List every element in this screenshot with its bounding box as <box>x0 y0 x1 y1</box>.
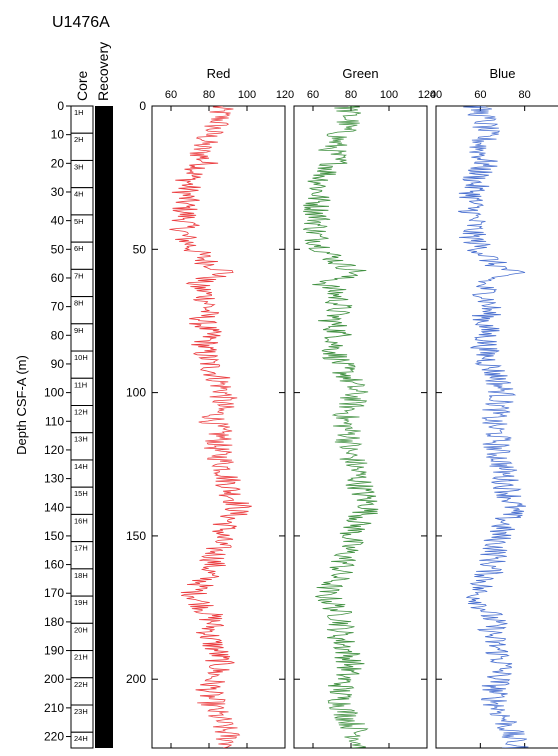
core-box <box>70 731 94 749</box>
core-label: 15H <box>74 489 88 498</box>
track-title: Red <box>207 66 231 81</box>
core-label: 14H <box>74 462 88 471</box>
x-tick-label: 40 <box>430 89 442 101</box>
depth-tick-label: 180 <box>44 615 64 629</box>
core-label: 18H <box>74 571 88 580</box>
x-tick-label: 60 <box>474 89 486 101</box>
y-tick-label: 150 <box>126 529 146 543</box>
x-tick-label: 120 <box>418 89 436 101</box>
depth-tick-label: 110 <box>45 414 64 428</box>
depth-tick-label: 130 <box>44 472 64 486</box>
recovery-column-title: Recovery <box>95 42 111 101</box>
track-red: Red 60 80 100 120 0 50 100 150 200 <box>126 66 294 749</box>
x-tick-label: 60 <box>307 89 319 101</box>
core-label: 6H <box>74 244 84 253</box>
x-tick-label: 60 <box>165 89 177 101</box>
core-label: 19H <box>74 598 88 607</box>
depth-tick-label: 120 <box>44 443 64 457</box>
core-label: 11H <box>74 380 87 389</box>
x-tick-label: 120 <box>276 89 294 101</box>
y-tick-label: 0 <box>139 99 146 113</box>
track-frame <box>151 105 286 749</box>
track-title: Blue <box>489 66 515 81</box>
core-label: 12H <box>74 408 88 417</box>
depth-tick-label: 100 <box>44 386 64 400</box>
depth-tick-label: 90 <box>51 357 65 371</box>
core-label: 21H <box>74 653 88 662</box>
core-label: 22H <box>74 680 88 689</box>
track-frame <box>435 105 558 749</box>
core-label: 17H <box>74 544 88 553</box>
core-label: 16H <box>74 516 88 525</box>
y-tick-label: 200 <box>126 672 146 686</box>
core-label: 9H <box>74 326 84 335</box>
core-label: 5H <box>74 217 84 226</box>
core-label: 8H <box>74 299 84 308</box>
depth-tick-label: 70 <box>51 300 65 314</box>
track-green: Green 60 80 100 120 <box>293 66 436 749</box>
recovery-bar <box>95 106 113 748</box>
depth-tick-label: 170 <box>44 586 64 600</box>
depth-tick-label: 80 <box>51 328 65 342</box>
depth-tick-label: 50 <box>51 242 65 256</box>
x-tick-label: 100 <box>238 89 256 101</box>
depth-tick-label: 30 <box>51 185 65 199</box>
depth-tick-label: 160 <box>44 558 64 572</box>
depth-axis-label: Depth CSF-A (m) <box>14 355 29 455</box>
track-title: Green <box>342 66 378 81</box>
core-label: 7H <box>74 271 84 280</box>
core-label: 20H <box>74 625 88 634</box>
depth-tick-label: 10 <box>51 128 65 142</box>
depth-tick-label: 210 <box>44 701 64 715</box>
x-tick-label: 80 <box>519 89 531 101</box>
depth-tick-label: 60 <box>51 271 65 285</box>
depth-tick-label: 20 <box>51 156 65 170</box>
depth-tick-label: 190 <box>44 644 64 658</box>
track-blue: Blue406080100 <box>430 66 558 749</box>
core-label: 24H <box>74 734 88 743</box>
depth-tick-label: 220 <box>44 730 64 744</box>
core-label: 2H <box>74 135 84 144</box>
signal-line <box>303 106 379 748</box>
core-label: 23H <box>74 707 88 716</box>
core-column-title: Core <box>74 70 90 101</box>
y-tick-label: 50 <box>133 242 147 256</box>
depth-tick-label: 0 <box>57 99 64 113</box>
depth-tick-label: 40 <box>51 214 65 228</box>
y-tick-label: 100 <box>126 386 146 400</box>
core-label: 10H <box>74 353 88 362</box>
core-label: 1H <box>74 108 84 117</box>
core-label: 3H <box>74 162 84 171</box>
depth-tick-label: 200 <box>44 672 64 686</box>
signal-line <box>457 106 529 748</box>
depth-tick-label: 140 <box>44 500 64 514</box>
signal-line <box>169 106 252 748</box>
core-label: 13H <box>74 435 88 444</box>
x-tick-label: 80 <box>203 89 215 101</box>
core-label: 4H <box>74 190 84 199</box>
depth-tick-label: 150 <box>44 529 64 543</box>
x-tick-label: 80 <box>345 89 357 101</box>
site-label: U1476A <box>52 14 110 31</box>
x-tick-label: 100 <box>380 89 398 101</box>
